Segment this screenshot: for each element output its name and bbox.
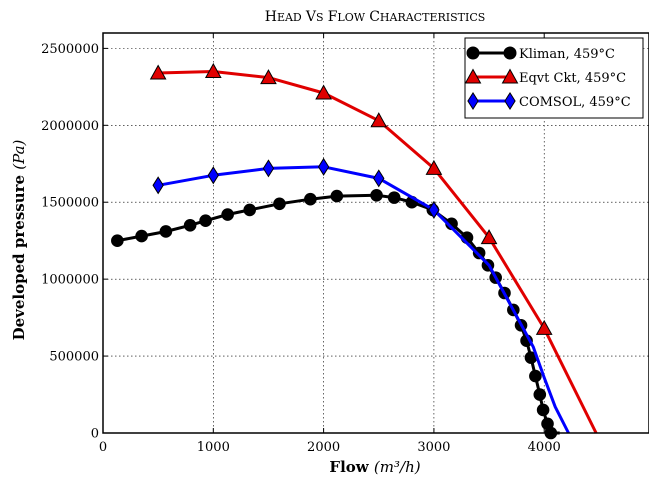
data-point (536, 403, 550, 417)
y-tick-label: 500000 (49, 350, 99, 365)
data-point (152, 176, 164, 195)
x-axis-label-text: Flow (329, 458, 369, 476)
data-point (535, 319, 553, 335)
y-tick-label: 1000000 (41, 273, 99, 288)
data-point (135, 229, 148, 243)
data-point (262, 159, 275, 178)
legend-marker (464, 68, 482, 84)
data-point (243, 203, 257, 217)
x-tick-label: 0 (99, 440, 107, 455)
data-point (273, 197, 286, 211)
x-tick-label: 3000 (417, 440, 450, 455)
legend-entry: COMSOL, 459°C (467, 91, 631, 111)
data-point (373, 169, 385, 188)
y-tick-label: 0 (91, 427, 99, 442)
legend-entry: Kliman, 459°C (466, 46, 615, 62)
y-tick-label: 2500000 (41, 42, 99, 57)
data-point (221, 208, 234, 221)
x-tick-label: 4000 (528, 440, 561, 455)
y-axis-unit: (Pa) (10, 139, 28, 169)
x-axis-unit: (m³/h) (374, 458, 421, 476)
data-point (370, 112, 388, 128)
chart-title: HEAD VS FLOW CHARACTERISTICS (265, 9, 486, 25)
data-point (183, 219, 197, 232)
legend-entry: Eqvt Ckt, 459°C (464, 68, 626, 86)
data-point (204, 62, 222, 78)
legend-marker (503, 46, 517, 60)
data-point (199, 214, 212, 227)
legend-marker (501, 68, 519, 84)
y-axis-label: Developed pressure (Pa) (10, 139, 28, 340)
series-diamond (152, 157, 570, 434)
x-axis-label: Flow (m³/h) (329, 458, 420, 476)
data-point (207, 166, 219, 185)
data-point (425, 159, 443, 175)
data-point (472, 246, 486, 260)
plot-frame (102, 32, 649, 434)
y-axis-label-text: Developed pressure (10, 175, 28, 340)
data-point (317, 157, 330, 176)
series-circle (111, 189, 560, 440)
data-point (533, 388, 547, 401)
series-line (157, 165, 570, 434)
legend-marker (466, 46, 480, 60)
legend-marker (467, 91, 479, 111)
data-point (370, 189, 383, 202)
data-point (428, 200, 440, 219)
data-point (304, 192, 317, 206)
y-tick-label: 1500000 (41, 196, 99, 211)
x-tick-label: 2000 (307, 440, 340, 455)
series-line (117, 193, 560, 435)
data-point (260, 69, 277, 85)
legend-label: Eqvt Ckt, 459°C (519, 71, 626, 86)
legend-label: COMSOL, 459°C (519, 95, 631, 110)
series-triangle (149, 62, 598, 434)
data-point (480, 229, 498, 245)
data-point (387, 191, 401, 204)
data-point (159, 225, 173, 238)
legend-marker (504, 91, 516, 111)
data-point (315, 84, 332, 100)
data-point (111, 234, 124, 247)
data-point (529, 369, 542, 383)
legend-label: Kliman, 459°C (519, 47, 615, 62)
legend: Kliman, 459°C Eqvt Ckt, 459°C COMSOL, 459°… (464, 37, 644, 119)
tick-layer: 0 1000 2000 3000 4000 0 500000 1000000 1500000 20… (41, 33, 561, 455)
series-layer (111, 62, 598, 440)
x-tick-label: 1000 (197, 440, 230, 455)
y-tick-label: 2000000 (41, 119, 99, 134)
data-point (330, 189, 344, 203)
data-point (149, 64, 167, 80)
